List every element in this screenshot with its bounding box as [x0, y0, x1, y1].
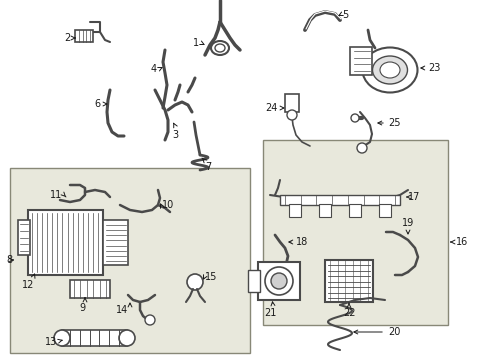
- Text: 17: 17: [408, 192, 420, 202]
- Circle shape: [271, 273, 287, 289]
- Text: 6: 6: [94, 99, 100, 109]
- Bar: [18, 220, 30, 255]
- Text: 24: 24: [266, 103, 278, 113]
- Text: 2: 2: [64, 33, 70, 43]
- Bar: [325, 260, 373, 302]
- Circle shape: [287, 110, 297, 120]
- Text: 23: 23: [428, 63, 441, 73]
- Text: 20: 20: [388, 327, 400, 337]
- Text: 19: 19: [402, 218, 414, 228]
- Bar: [248, 270, 260, 292]
- Ellipse shape: [372, 56, 408, 84]
- Ellipse shape: [380, 62, 400, 78]
- Ellipse shape: [211, 41, 229, 55]
- Text: 8: 8: [6, 255, 12, 265]
- Bar: [319, 204, 331, 217]
- Bar: [379, 204, 391, 217]
- Circle shape: [54, 330, 70, 346]
- Bar: [285, 94, 299, 112]
- Bar: [28, 210, 103, 275]
- Text: 21: 21: [264, 308, 276, 318]
- Circle shape: [145, 315, 155, 325]
- Ellipse shape: [215, 44, 225, 52]
- Circle shape: [357, 143, 367, 153]
- Text: 12: 12: [22, 280, 34, 290]
- Bar: [70, 280, 110, 298]
- Bar: [349, 204, 361, 217]
- Text: 7: 7: [205, 162, 211, 172]
- Text: 16: 16: [456, 237, 468, 247]
- Text: 4: 4: [151, 64, 157, 74]
- Text: 5: 5: [342, 10, 348, 20]
- Text: 3: 3: [172, 130, 178, 140]
- Circle shape: [119, 330, 135, 346]
- Bar: [103, 220, 128, 265]
- Text: 1: 1: [193, 38, 199, 48]
- Bar: [258, 262, 300, 300]
- Circle shape: [187, 274, 203, 290]
- Bar: [263, 140, 448, 325]
- Text: 25: 25: [388, 118, 400, 128]
- Text: 14: 14: [116, 305, 128, 315]
- Circle shape: [265, 267, 293, 295]
- Bar: [75, 30, 93, 42]
- Ellipse shape: [363, 48, 417, 93]
- Bar: [10, 168, 250, 353]
- Text: 18: 18: [296, 237, 308, 247]
- Text: 22: 22: [343, 308, 355, 318]
- Bar: [280, 195, 400, 205]
- Text: 11: 11: [50, 190, 62, 200]
- Text: 9: 9: [79, 303, 85, 313]
- Text: 13: 13: [45, 337, 57, 347]
- Bar: [289, 204, 301, 217]
- Bar: [62, 330, 127, 346]
- Bar: [350, 47, 372, 75]
- Text: 10: 10: [162, 200, 174, 210]
- Text: 15: 15: [205, 272, 218, 282]
- Circle shape: [351, 114, 359, 122]
